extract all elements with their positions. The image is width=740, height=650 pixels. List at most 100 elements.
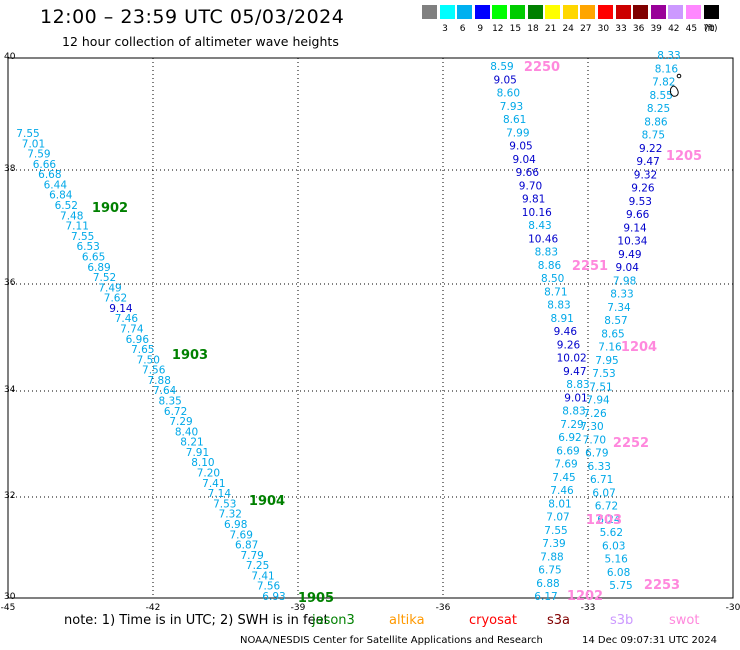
wave-height-value: 6.84 bbox=[49, 190, 73, 202]
wave-height-value: 8.71 bbox=[544, 286, 567, 298]
wave-height-value: 6.79 bbox=[585, 448, 608, 460]
wave-height-value: 6.93 bbox=[262, 591, 285, 603]
latitude-tick-label: 36 bbox=[4, 278, 16, 288]
wave-height-value: 6.24 bbox=[597, 514, 621, 526]
wave-height-value: 7.56 bbox=[257, 581, 281, 593]
wave-height-value: 8.01 bbox=[548, 498, 571, 510]
wave-height-value: 5.75 bbox=[609, 580, 632, 592]
satellite-label-altika: altika bbox=[389, 613, 425, 628]
wave-height-value: 8.25 bbox=[647, 103, 670, 115]
wave-height-value: 8.75 bbox=[642, 130, 665, 142]
wave-height-value: 9.05 bbox=[493, 74, 516, 86]
wave-height-value: 7.65 bbox=[131, 344, 154, 356]
legend-label: 70 bbox=[703, 24, 715, 34]
wave-height-value: 8.83 bbox=[535, 247, 558, 259]
wave-height-value: 7.70 bbox=[583, 434, 606, 446]
wave-height-value: 7.29 bbox=[169, 416, 192, 428]
pass-time-label: 1203 bbox=[586, 513, 622, 528]
wave-height-value: 9.14 bbox=[623, 222, 647, 234]
wave-height-value: 7.32 bbox=[219, 509, 242, 521]
legend-swatch bbox=[474, 5, 490, 19]
legend-label: 3 bbox=[442, 24, 448, 34]
wave-height-value: 8.86 bbox=[538, 260, 562, 272]
pass-time-label: 1903 bbox=[172, 348, 208, 363]
wave-height-value: 7.01 bbox=[22, 138, 45, 150]
wave-height-value: 7.74 bbox=[120, 323, 144, 335]
latitude-tick-label: 32 bbox=[4, 491, 15, 501]
wave-height-value: 10.34 bbox=[617, 236, 647, 248]
wave-height-value: 9.04 bbox=[616, 262, 640, 274]
wave-height-value: 7.49 bbox=[98, 282, 121, 294]
legend-swatch bbox=[492, 5, 508, 19]
wave-height-value: 8.40 bbox=[175, 426, 198, 438]
wave-height-value: 7.46 bbox=[550, 485, 574, 497]
wave-height-value: 10.46 bbox=[528, 233, 558, 245]
wave-height-value: 6.08 bbox=[607, 567, 630, 579]
wave-height-value: 6.92 bbox=[558, 432, 581, 444]
wave-height-value: 7.59 bbox=[27, 149, 50, 161]
legend-swatch bbox=[422, 5, 437, 19]
pass-time-label: 2251 bbox=[572, 259, 608, 274]
legend-label: 15 bbox=[509, 24, 522, 34]
legend-swatch bbox=[686, 5, 701, 19]
pass-time-label: 1905 bbox=[298, 591, 334, 606]
longitude-tick-label: -30 bbox=[726, 603, 740, 613]
wave-height-value: 7.41 bbox=[202, 478, 225, 490]
wave-height-value: 7.94 bbox=[586, 395, 610, 407]
pass-time-label: 1204 bbox=[621, 340, 657, 355]
wave-height-value: 8.57 bbox=[604, 315, 627, 327]
wave-height-value: 6.44 bbox=[44, 179, 68, 191]
legend-label: 42 bbox=[668, 24, 680, 34]
wave-height-value: 5.16 bbox=[604, 554, 628, 566]
legend-label: 12 bbox=[492, 24, 504, 34]
latitude-tick-label: 34 bbox=[4, 385, 16, 395]
axis-labels: -45 -42 -39 -36 -33 -30 40 38 36 34 32 30 bbox=[1, 52, 740, 613]
map-grid bbox=[7, 57, 734, 599]
wave-height-value: 7.34 bbox=[607, 302, 631, 314]
legend-unit: (ft) bbox=[704, 24, 718, 34]
wave-height-value: 9.47 bbox=[636, 156, 659, 168]
legend-label: 24 bbox=[562, 24, 574, 34]
wave-height-value: 9.66 bbox=[516, 167, 540, 179]
wave-height-value: 8.55 bbox=[649, 90, 672, 102]
legend-swatch bbox=[439, 5, 455, 19]
pass-time-label: 1202 bbox=[567, 589, 603, 604]
wave-height-value: 6.52 bbox=[55, 200, 78, 212]
latitude-tick-label: 30 bbox=[4, 592, 16, 602]
wave-height-value: 8.59 bbox=[490, 61, 513, 73]
legend-swatch bbox=[650, 5, 666, 19]
wave-height-value: 8.10 bbox=[191, 457, 214, 469]
wave-height-value: 8.21 bbox=[180, 437, 203, 449]
wave-height-value: 8.65 bbox=[601, 328, 624, 340]
wave-height-value: 7.16 bbox=[598, 342, 622, 354]
wave-height-value: 8.35 bbox=[158, 396, 181, 408]
wave-height-value: 7.45 bbox=[552, 472, 575, 484]
pass-time-label: 2252 bbox=[613, 436, 649, 451]
legend-swatch bbox=[510, 5, 525, 19]
legend-label: 45 bbox=[685, 24, 698, 34]
wave-height-value: 7.20 bbox=[197, 468, 220, 480]
wave-height-value: 8.60 bbox=[497, 88, 520, 100]
satellite-label-cryosat: cryosat bbox=[469, 613, 517, 628]
altimeter-tracks: 7.557.017.596.666.686.446.846.527.487.11… bbox=[16, 50, 680, 603]
chart-title: 12:00 – 23:59 UTC 05/03/2024 bbox=[40, 6, 345, 28]
wave-height-value: 7.64 bbox=[153, 385, 177, 397]
wave-height-value: 6.89 bbox=[87, 262, 110, 274]
wave-height-value: 10.16 bbox=[522, 207, 552, 219]
wave-height-value: 9.22 bbox=[639, 143, 662, 155]
wave-height-value: 9.46 bbox=[554, 326, 578, 338]
wave-height-value: 8.86 bbox=[644, 116, 668, 128]
legend-swatch bbox=[562, 5, 578, 19]
wave-height-value: 7.14 bbox=[208, 488, 232, 500]
wave-height-value: 8.33 bbox=[657, 50, 680, 62]
wave-height-value: 9.53 bbox=[629, 196, 652, 208]
wave-height-value: 7.46 bbox=[115, 313, 139, 325]
wave-height-value: 8.50 bbox=[541, 273, 564, 285]
longitude-tick-label: -33 bbox=[581, 603, 596, 613]
wave-height-value: 7.88 bbox=[540, 551, 563, 563]
wave-height-value: 7.51 bbox=[589, 381, 612, 393]
legend-swatch bbox=[527, 5, 543, 19]
wave-height-value: 7.11 bbox=[66, 221, 89, 233]
wave-height-value: 6.71 bbox=[590, 474, 613, 486]
